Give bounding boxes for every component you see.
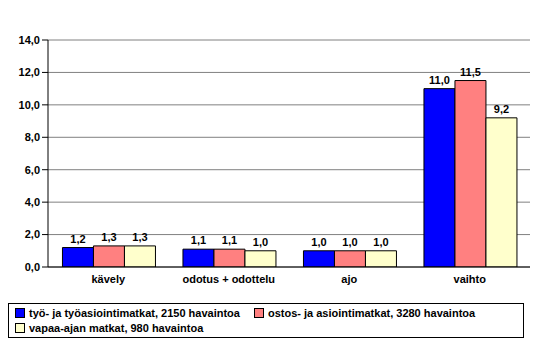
svg-text:1,0: 1,0	[253, 236, 268, 248]
svg-text:4,0: 4,0	[25, 196, 40, 208]
svg-text:odotus + odottelu: odotus + odottelu	[182, 273, 275, 285]
svg-text:9,2: 9,2	[494, 103, 509, 115]
svg-text:ajo: ajo	[341, 273, 357, 285]
svg-text:11,0: 11,0	[429, 74, 450, 86]
svg-text:11,5: 11,5	[460, 66, 481, 78]
svg-text:8,0: 8,0	[25, 131, 40, 143]
svg-text:1,0: 1,0	[342, 236, 357, 248]
svg-text:1,3: 1,3	[101, 231, 116, 243]
html-text:työ- ja työasiointimatkat, 215: työ- ja työasiointimatkat, 2150 havainto…	[29, 307, 240, 319]
svg-text:1,1: 1,1	[191, 234, 206, 246]
svg-text:kävely: kävely	[91, 273, 126, 285]
svg-text:12,0: 12,0	[19, 66, 40, 78]
svg-text:1,0: 1,0	[311, 236, 326, 248]
svg-text:1,2: 1,2	[70, 233, 85, 245]
html-text:ostos- ja asiointimatkat, 3280: ostos- ja asiointimatkat, 3280 havaintoa	[267, 307, 476, 319]
svg-text:2,0: 2,0	[25, 228, 40, 240]
html-text:vapaa-ajan matkat, 980 havaint: vapaa-ajan matkat, 980 havaintoa	[29, 322, 204, 334]
svg-text:1,1: 1,1	[222, 234, 237, 246]
svg-text:14,0: 14,0	[19, 34, 40, 46]
svg-text:1,3: 1,3	[132, 231, 147, 243]
svg-text:vaihto: vaihto	[454, 273, 487, 285]
svg-text:10,0: 10,0	[19, 99, 40, 111]
svg-text:0,0: 0,0	[25, 261, 40, 273]
svg-text:1,0: 1,0	[373, 236, 388, 248]
svg-text:6,0: 6,0	[25, 164, 40, 176]
